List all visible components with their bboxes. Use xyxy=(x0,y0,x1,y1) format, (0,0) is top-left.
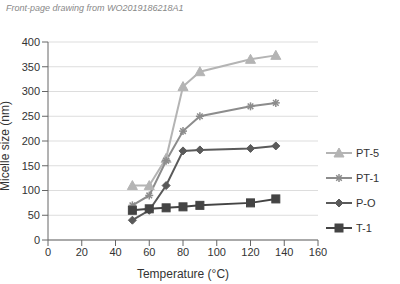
svg-text:Temperature (°C): Temperature (°C) xyxy=(137,267,229,281)
svg-text:150: 150 xyxy=(22,160,40,172)
svg-text:140: 140 xyxy=(275,246,293,258)
svg-text:60: 60 xyxy=(143,246,155,258)
svg-text:100: 100 xyxy=(208,246,226,258)
svg-text:100: 100 xyxy=(22,184,40,196)
html-text:T-1: T-1 xyxy=(356,221,372,234)
svg-text:350: 350 xyxy=(22,61,40,73)
html-text:P-O: P-O xyxy=(356,196,376,209)
svg-text:400: 400 xyxy=(22,36,40,48)
svg-text:300: 300 xyxy=(22,85,40,97)
svg-text:Micelle size (nm): Micelle size (nm) xyxy=(8,101,12,191)
svg-text:50: 50 xyxy=(28,209,40,221)
svg-text:0: 0 xyxy=(45,246,51,258)
svg-text:0: 0 xyxy=(34,234,40,246)
svg-text:250: 250 xyxy=(22,110,40,122)
html-text:PT-5: PT-5 xyxy=(356,146,380,159)
svg-text:120: 120 xyxy=(241,246,259,258)
html-text:Front-page drawing from WO2019: Front-page drawing from WO2019186218A1 xyxy=(6,3,184,13)
svg-text:40: 40 xyxy=(109,246,121,258)
svg-text:200: 200 xyxy=(22,135,40,147)
svg-text:20: 20 xyxy=(76,246,88,258)
html-text:PT-1: PT-1 xyxy=(356,171,380,184)
svg-text:160: 160 xyxy=(309,246,327,258)
svg-text:80: 80 xyxy=(177,246,189,258)
